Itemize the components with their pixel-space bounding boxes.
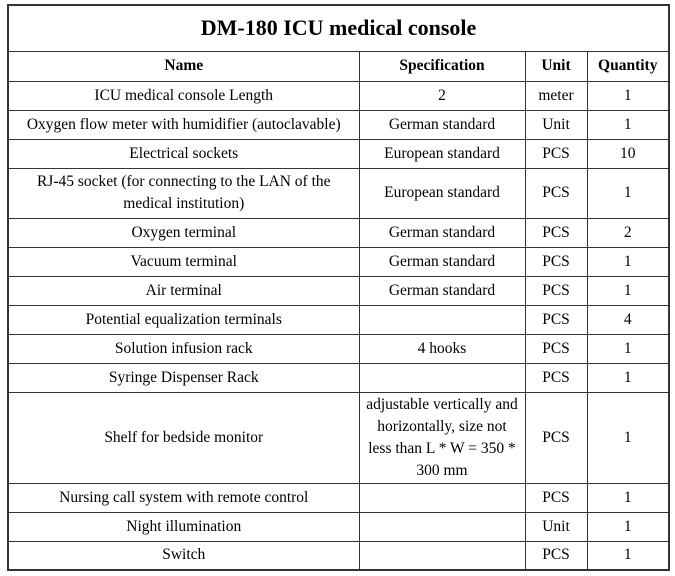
table-title-row: DM-180 ICU medical console bbox=[7, 4, 670, 52]
quantity-cell: 1 bbox=[586, 540, 670, 571]
specification-cell bbox=[358, 362, 526, 393]
quantity-cell: 1 bbox=[586, 482, 670, 513]
unit-cell: PCS bbox=[524, 138, 588, 169]
quantity-cell: 4 bbox=[586, 304, 670, 335]
quantity-cell: 2 bbox=[586, 217, 670, 248]
column-header-quantity: Quantity bbox=[586, 50, 670, 82]
page-title: DM-180 ICU medical console bbox=[7, 4, 670, 52]
name-cell: Oxygen flow meter with humidifier (autoc… bbox=[7, 109, 360, 140]
column-header-name: Name bbox=[7, 50, 360, 82]
name-cell: Night illumination bbox=[7, 511, 360, 542]
specification-cell: European standard bbox=[358, 167, 526, 219]
unit-cell: PCS bbox=[524, 217, 588, 248]
specification-cell: European standard bbox=[358, 138, 526, 169]
table-row: RJ-45 socket (for connecting to the LAN … bbox=[7, 167, 670, 219]
table-row: Shelf for bedside monitor adjustable ver… bbox=[7, 391, 670, 484]
quantity-cell: 1 bbox=[586, 167, 670, 219]
unit-cell: PCS bbox=[524, 482, 588, 513]
table-row: Switch PCS 1 bbox=[7, 540, 670, 571]
table-row: Syringe Dispenser Rack PCS 1 bbox=[7, 362, 670, 393]
table-row: ICU medical console Length 2 meter 1 bbox=[7, 80, 670, 111]
specification-cell bbox=[358, 540, 526, 571]
unit-cell: meter bbox=[524, 80, 588, 111]
spec-table: DM-180 ICU medical console Name Specific… bbox=[7, 4, 671, 571]
quantity-cell: 1 bbox=[586, 246, 670, 277]
table-row: Oxygen terminal German standard PCS 2 bbox=[7, 217, 670, 248]
table-row: Oxygen flow meter with humidifier (autoc… bbox=[7, 109, 670, 140]
quantity-cell: 1 bbox=[586, 333, 670, 364]
specification-cell: adjustable vertically and horizontally, … bbox=[358, 391, 526, 484]
table-row: Solution infusion rack 4 hooks PCS 1 bbox=[7, 333, 670, 364]
name-cell: Switch bbox=[7, 540, 360, 571]
unit-cell: PCS bbox=[524, 333, 588, 364]
quantity-cell: 1 bbox=[586, 275, 670, 306]
table-row: Electrical sockets European standard PCS… bbox=[7, 138, 670, 169]
specification-cell: 4 hooks bbox=[358, 333, 526, 364]
unit-cell: PCS bbox=[524, 540, 588, 571]
quantity-cell: 1 bbox=[586, 511, 670, 542]
name-cell: Air terminal bbox=[7, 275, 360, 306]
specification-cell bbox=[358, 511, 526, 542]
name-cell: RJ-45 socket (for connecting to the LAN … bbox=[7, 167, 360, 219]
name-cell: Syringe Dispenser Rack bbox=[7, 362, 360, 393]
table-row: Night illumination Unit 1 bbox=[7, 511, 670, 542]
quantity-cell: 1 bbox=[586, 391, 670, 484]
name-cell: Solution infusion rack bbox=[7, 333, 360, 364]
unit-cell: PCS bbox=[524, 391, 588, 484]
unit-cell: Unit bbox=[524, 109, 588, 140]
column-header-specification: Specification bbox=[358, 50, 526, 82]
quantity-cell: 10 bbox=[586, 138, 670, 169]
unit-cell: PCS bbox=[524, 362, 588, 393]
specification-cell: German standard bbox=[358, 246, 526, 277]
table-row: Air terminal German standard PCS 1 bbox=[7, 275, 670, 306]
table-header-row: Name Specification Unit Quantity bbox=[7, 50, 670, 82]
name-cell: Electrical sockets bbox=[7, 138, 360, 169]
specification-cell bbox=[358, 482, 526, 513]
specification-cell: German standard bbox=[358, 109, 526, 140]
specification-cell: German standard bbox=[358, 275, 526, 306]
specification-cell: German standard bbox=[358, 217, 526, 248]
specification-cell: 2 bbox=[358, 80, 526, 111]
unit-cell: PCS bbox=[524, 304, 588, 335]
quantity-cell: 1 bbox=[586, 109, 670, 140]
table-row: Vacuum terminal German standard PCS 1 bbox=[7, 246, 670, 277]
unit-cell: Unit bbox=[524, 511, 588, 542]
quantity-cell: 1 bbox=[586, 80, 670, 111]
specification-cell bbox=[358, 304, 526, 335]
name-cell: Vacuum terminal bbox=[7, 246, 360, 277]
unit-cell: PCS bbox=[524, 275, 588, 306]
name-cell: ICU medical console Length bbox=[7, 80, 360, 111]
column-header-unit: Unit bbox=[524, 50, 588, 82]
name-cell: Nursing call system with remote control bbox=[7, 482, 360, 513]
unit-cell: PCS bbox=[524, 246, 588, 277]
table-row: Potential equalization terminals PCS 4 bbox=[7, 304, 670, 335]
quantity-cell: 1 bbox=[586, 362, 670, 393]
name-cell: Shelf for bedside monitor bbox=[7, 391, 360, 484]
table-row: Nursing call system with remote control … bbox=[7, 482, 670, 513]
name-cell: Oxygen terminal bbox=[7, 217, 360, 248]
unit-cell: PCS bbox=[524, 167, 588, 219]
name-cell: Potential equalization terminals bbox=[7, 304, 360, 335]
